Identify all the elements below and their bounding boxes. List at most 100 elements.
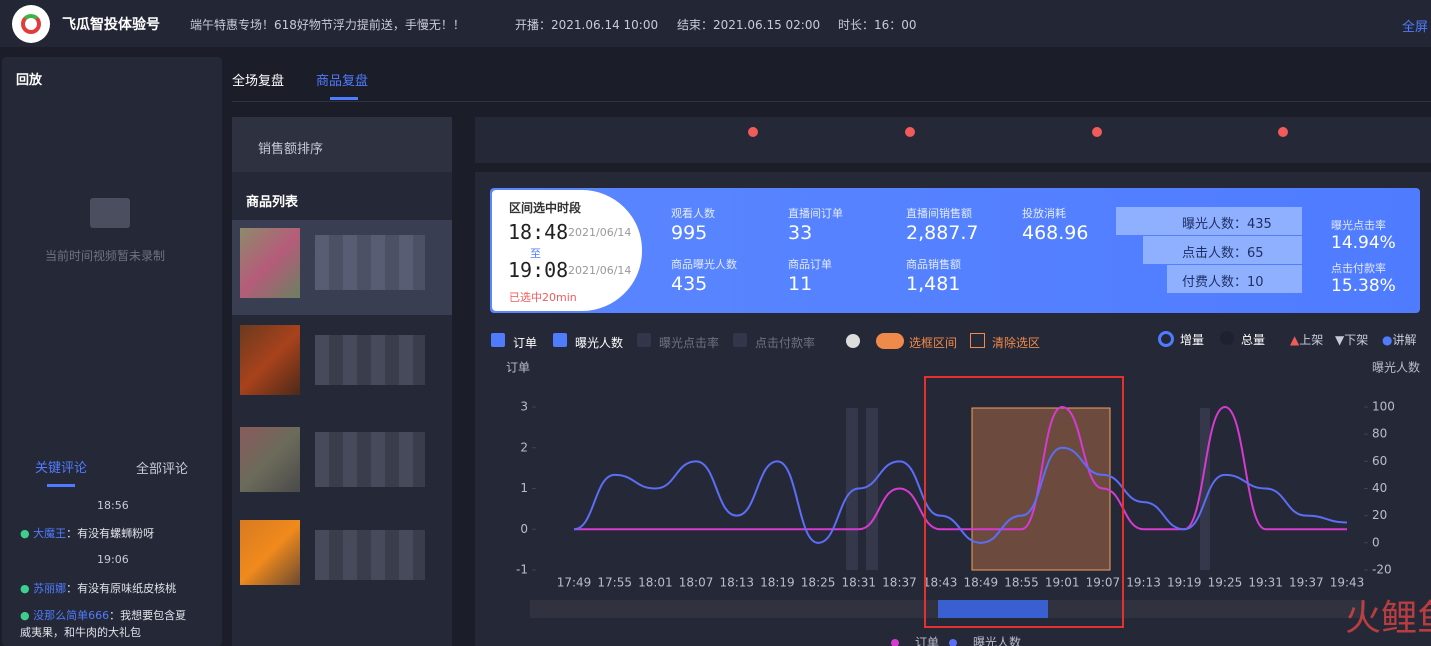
x-tick-label: 19:43 — [1330, 576, 1365, 590]
marker-legend: ●讲解 — [1382, 333, 1417, 347]
metric-value: 11 — [788, 273, 813, 295]
marker-label: 下架 — [1344, 333, 1369, 347]
checkbox[interactable] — [733, 333, 747, 347]
product-image — [240, 228, 300, 298]
y-tick-label: -1 — [516, 563, 528, 577]
legend-label: 订单 — [915, 636, 939, 646]
metric-value: 468.96 — [1022, 222, 1089, 244]
main-tab[interactable]: 商品复盘 — [316, 74, 369, 89]
empty-text: 当前时间视频暂未录制 — [45, 249, 166, 263]
metric-label: 商品订单 — [788, 258, 832, 271]
series-line — [573, 405, 1347, 531]
subtitle: 端午特惠专场！618好物节浮力提前送，手慢无！！ — [190, 18, 465, 32]
metric-label: 直播间销售额 — [906, 207, 972, 220]
rate-label: 点击付款率 — [1331, 262, 1386, 275]
product-text-blur — [315, 235, 425, 290]
comment-user: 大魔王 — [33, 527, 67, 540]
to: 至 — [530, 247, 541, 260]
metric-label: 商品销售额 — [906, 258, 961, 271]
x-tick-label: 19:31 — [1248, 576, 1283, 590]
help-icon[interactable] — [846, 334, 860, 348]
range-title: 区间选中时段 — [509, 201, 582, 215]
x-tick-label: 18:43 — [923, 576, 958, 590]
end: 结束：2021.06.15 02:00 — [677, 18, 821, 32]
selected: 已选中20min — [509, 291, 577, 304]
check-label: 曝光人数 — [575, 336, 624, 350]
legend-label: 曝光人数 — [973, 635, 1021, 646]
marker-legend: ▼下架 — [1335, 333, 1369, 347]
x-tick-label: 18:01 — [638, 576, 673, 590]
legend-swatch — [949, 639, 957, 646]
y2-tick-label: 20 — [1372, 508, 1387, 522]
check-label: 点击付款率 — [755, 336, 816, 350]
marker-label: 上架 — [1299, 333, 1324, 347]
metric-label: 商品曝光人数 — [671, 258, 737, 271]
y-tick-label: 2 — [520, 440, 528, 454]
highlight-box — [924, 376, 1124, 628]
left-title: 回放 — [16, 73, 43, 88]
metric-label: 观看人数 — [671, 207, 715, 220]
list-title: 商品列表 — [246, 195, 299, 210]
check-label: 订单 — [513, 336, 538, 350]
radio[interactable] — [1220, 331, 1234, 345]
x-tick-label: 18:25 — [801, 576, 836, 590]
checkbox[interactable] — [491, 333, 505, 347]
sort-select[interactable] — [232, 117, 452, 172]
checkbox[interactable] — [553, 333, 567, 347]
toggle[interactable] — [876, 333, 904, 349]
comment-text: ：有没有原味纸皮核桃 — [66, 582, 177, 595]
x-tick-label: 18:31 — [841, 576, 876, 590]
metric-label: 投放消耗 — [1022, 207, 1066, 220]
product-text-blur — [315, 530, 425, 580]
checkbox[interactable] — [637, 333, 651, 347]
comment-user: 没那么简单666 — [33, 609, 110, 622]
y2-tick-label: -20 — [1372, 563, 1392, 577]
y2-tick-label: 40 — [1372, 481, 1387, 495]
x-tick-label: 17:49 — [557, 576, 592, 590]
radio-label: 增量 — [1180, 333, 1205, 347]
y-tick-label: 1 — [520, 481, 528, 495]
x-tick-label: 18:13 — [719, 576, 754, 590]
radio[interactable] — [1158, 331, 1174, 347]
clear-icon[interactable] — [970, 333, 985, 348]
divider — [232, 101, 1431, 102]
main-tab[interactable]: 全场复盘 — [232, 74, 285, 89]
product-text-blur — [315, 432, 425, 487]
explain-band — [1200, 408, 1210, 570]
range-box — [492, 190, 642, 311]
y2-tick-label: 80 — [1372, 427, 1387, 441]
funnel-label: 点击人数：65 — [1182, 246, 1264, 261]
y2-tick-label: 100 — [1372, 400, 1395, 414]
y-tick-label: 0 — [520, 522, 528, 536]
selection[interactable] — [971, 407, 1111, 571]
tab-underline — [47, 484, 75, 487]
funnel-label: 付费人数：10 — [1182, 275, 1264, 290]
fullscreen[interactable]: 全屏 — [1402, 20, 1429, 35]
rate-label: 曝光点击率 — [1331, 219, 1386, 232]
funnel-bar — [1116, 207, 1302, 235]
x-tick-label: 19:19 — [1167, 576, 1202, 590]
tab[interactable]: 全部评论 — [136, 462, 189, 477]
y2-axis-label: 曝光人数 — [1372, 360, 1420, 375]
tab[interactable]: 关键评论 — [35, 461, 88, 476]
metric-value: 2,887.7 — [906, 222, 979, 244]
clear-label: 清除选区 — [992, 336, 1041, 350]
zoom-window[interactable] — [938, 600, 1048, 618]
y-axis-label: 订单 — [506, 361, 530, 375]
x-tick-label: 19:01 — [1045, 576, 1080, 590]
comment-text: ：有没有螺蛳粉呀 — [66, 527, 155, 540]
x-tick-label: 18:55 — [1004, 576, 1039, 590]
top-strip — [475, 117, 1431, 163]
x-tick-label: 18:07 — [679, 576, 714, 590]
metric-label: 直播间订单 — [788, 207, 843, 220]
y2-tick-label: 60 — [1372, 454, 1387, 468]
product-image — [240, 325, 300, 395]
title: 飞瓜智投体验号 — [62, 17, 160, 33]
watermark: 火鲤鱼 — [1345, 598, 1431, 639]
funnel-label: 曝光人数：435 — [1182, 217, 1272, 232]
funnel-bar — [1143, 236, 1302, 264]
product-image — [240, 520, 300, 585]
duration: 时长：16：00 — [838, 18, 917, 32]
comment-user: 苏丽娜 — [33, 582, 67, 595]
